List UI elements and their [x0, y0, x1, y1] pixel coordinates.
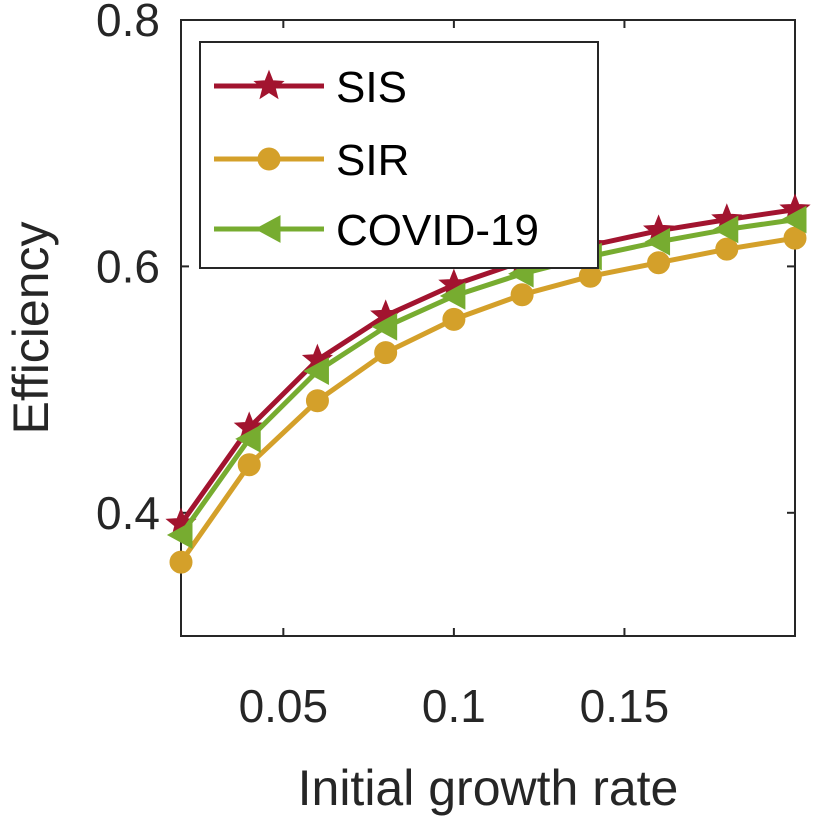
- data-point: [510, 283, 534, 307]
- x-tick-label: 0.05: [239, 680, 329, 732]
- x-tick-label: 0.1: [422, 680, 486, 732]
- data-point: [780, 205, 807, 234]
- data-point: [712, 215, 739, 244]
- data-point: [647, 251, 671, 275]
- data-point: [442, 307, 466, 331]
- axis-ticks: 0.05 0.1 0.15 0.4 0.6 0.8: [96, 0, 795, 732]
- legend-label: SIR: [336, 136, 409, 185]
- x-axis-label: Initial growth rate: [298, 760, 679, 816]
- data-point: [166, 521, 193, 549]
- legend-label: SIS: [336, 63, 407, 112]
- data-point: [644, 227, 671, 256]
- legend-label: COVID-19: [336, 206, 539, 255]
- series-sir: [169, 226, 807, 574]
- data-point: [237, 453, 261, 477]
- legend-marker: [257, 147, 281, 171]
- data-point: [305, 389, 329, 413]
- y-axis-label: Efficiency: [3, 221, 59, 434]
- y-tick-label: 0.6: [96, 240, 160, 292]
- legend: SIS SIR COVID-19: [199, 41, 599, 269]
- x-tick-label: 0.15: [580, 680, 670, 732]
- data-point: [371, 312, 398, 341]
- data-point: [169, 550, 193, 574]
- series-line: [178, 217, 796, 537]
- series-line: [178, 235, 796, 564]
- series-line: [178, 207, 796, 526]
- data-point: [235, 425, 261, 453]
- data-point: [715, 237, 739, 261]
- y-tick-label: 0.8: [96, 0, 160, 46]
- data-point: [374, 341, 398, 365]
- data-point: [439, 282, 466, 310]
- legend-marker: [254, 215, 281, 243]
- data-point: [303, 357, 329, 385]
- y-tick-label: 0.4: [96, 487, 160, 539]
- legend-marker: [253, 69, 285, 100]
